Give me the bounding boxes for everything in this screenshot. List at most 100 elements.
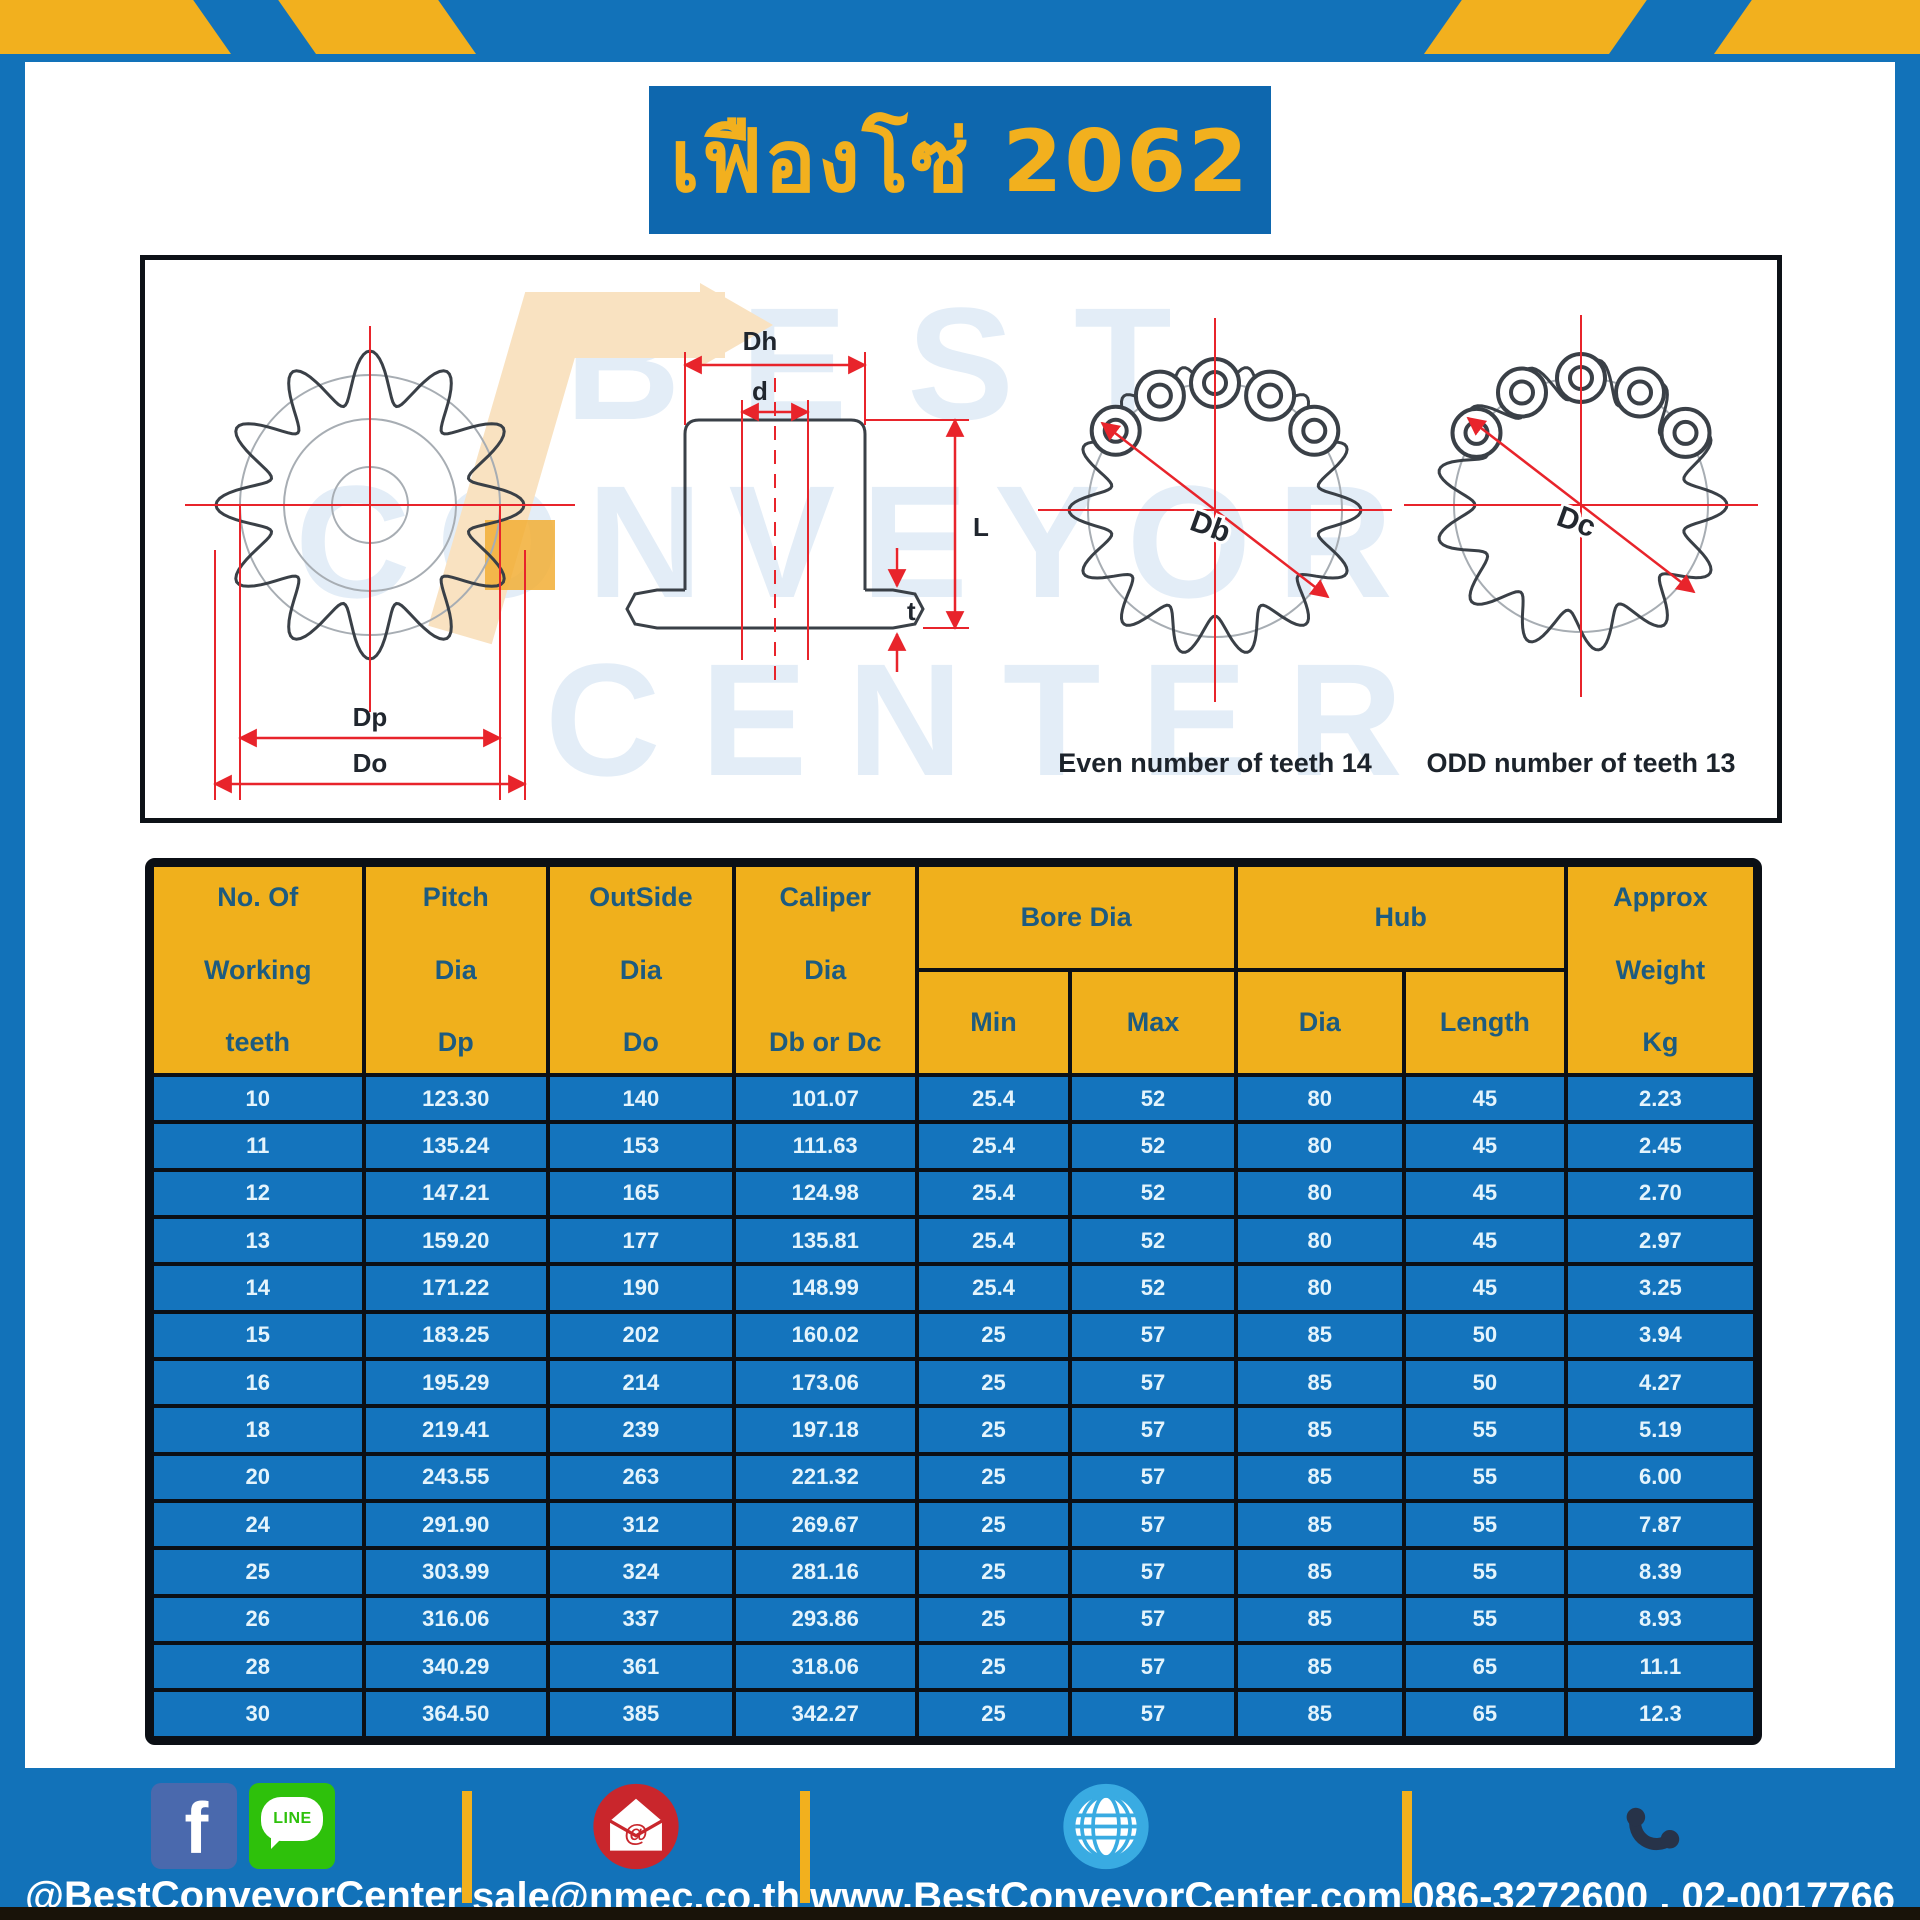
table-cell: 30 bbox=[150, 1688, 366, 1740]
table-cell: 25.4 bbox=[914, 1167, 1073, 1220]
table-cell: 177 bbox=[545, 1215, 736, 1267]
table-cell: 5.19 bbox=[1563, 1404, 1757, 1456]
table-row: 30 364.50 385 342.27 25 57 85 65 12.3 bbox=[150, 1688, 1757, 1740]
footer-divider bbox=[1402, 1791, 1413, 1903]
table-cell: 50 bbox=[1401, 1357, 1568, 1409]
table-cell: 28 bbox=[150, 1641, 366, 1693]
table-cell: 25.4 bbox=[914, 1120, 1073, 1172]
table-cell: 324 bbox=[545, 1546, 736, 1598]
table-cell: 25.4 bbox=[914, 1072, 1073, 1125]
table-cell: 8.39 bbox=[1563, 1546, 1757, 1598]
diagram-box: BEST CONVEYOR CENTER bbox=[140, 255, 1782, 823]
col-header-hub-length: Length bbox=[1401, 968, 1568, 1077]
table-cell: 50 bbox=[1401, 1309, 1568, 1362]
table-cell: 124.98 bbox=[731, 1167, 919, 1220]
footer-divider bbox=[461, 1791, 473, 1903]
table-cell: 57 bbox=[1068, 1641, 1238, 1693]
table-row: 25 303.99 324 281.16 25 57 85 55 8.39 bbox=[150, 1546, 1757, 1598]
table-cell: 45 bbox=[1401, 1167, 1568, 1220]
table-cell: 140 bbox=[545, 1072, 736, 1125]
table-cell: 25 bbox=[914, 1593, 1073, 1646]
table-cell: 55 bbox=[1401, 1546, 1568, 1598]
table-cell: 80 bbox=[1233, 1167, 1406, 1220]
footer-email-section: @ sale@nmec.co.th bbox=[472, 1782, 800, 1920]
table-cell: 45 bbox=[1401, 1215, 1568, 1267]
odd-caption: ODD number of teeth 13 bbox=[1426, 748, 1735, 778]
table-cell: 85 bbox=[1233, 1688, 1406, 1740]
table-cell: 85 bbox=[1233, 1641, 1406, 1693]
table-cell: 25.4 bbox=[914, 1215, 1073, 1267]
table-cell: 3.94 bbox=[1563, 1309, 1757, 1362]
table-cell: 173.06 bbox=[731, 1357, 919, 1409]
table-cell: 159.20 bbox=[361, 1215, 550, 1267]
table-cell: 85 bbox=[1233, 1499, 1406, 1551]
table-row: 14 171.22 190 148.99 25.4 52 80 45 3.25 bbox=[150, 1262, 1757, 1314]
table-cell: 148.99 bbox=[731, 1262, 919, 1314]
table-cell: 57 bbox=[1068, 1451, 1238, 1504]
table-row: 12 147.21 165 124.98 25.4 52 80 45 2.70 bbox=[150, 1167, 1757, 1220]
table-cell: 8.93 bbox=[1563, 1593, 1757, 1646]
table-cell: 15 bbox=[150, 1309, 366, 1362]
table-cell: 25 bbox=[914, 1451, 1073, 1504]
hub-length-label: L bbox=[973, 512, 989, 542]
table-cell: 57 bbox=[1068, 1688, 1238, 1740]
table-cell: 11 bbox=[150, 1120, 366, 1172]
table-cell: 25 bbox=[914, 1688, 1073, 1740]
table-cell: 214 bbox=[545, 1357, 736, 1409]
table-cell: 57 bbox=[1068, 1499, 1238, 1551]
table-cell: 2.23 bbox=[1563, 1072, 1757, 1125]
table-row: 28 340.29 361 318.06 25 57 85 65 11.1 bbox=[150, 1641, 1757, 1693]
globe-icon[interactable] bbox=[1060, 1782, 1152, 1871]
table-row: 16 195.29 214 173.06 25 57 85 50 4.27 bbox=[150, 1357, 1757, 1409]
table-row: 13 159.20 177 135.81 25.4 52 80 45 2.97 bbox=[150, 1215, 1757, 1267]
table-cell: 160.02 bbox=[731, 1309, 919, 1362]
table-cell: 85 bbox=[1233, 1309, 1406, 1362]
email-icon[interactable]: @ bbox=[590, 1782, 682, 1871]
table-cell: 25 bbox=[914, 1546, 1073, 1598]
hazard-stripe bbox=[1713, 0, 1920, 54]
sprocket-front-view: Dp Do bbox=[185, 326, 575, 800]
table-cell: 25 bbox=[914, 1404, 1073, 1456]
table-cell: 183.25 bbox=[361, 1309, 550, 1362]
table-cell: 4.27 bbox=[1563, 1357, 1757, 1409]
bore-dia-label: d bbox=[752, 376, 768, 406]
line-icon[interactable]: LINE bbox=[249, 1783, 336, 1869]
bottom-edge-strip bbox=[0, 1907, 1920, 1920]
table-cell: 361 bbox=[545, 1641, 736, 1693]
table-row: 24 291.90 312 269.67 25 57 85 55 7.87 bbox=[150, 1499, 1757, 1551]
col-header-bore-min: Min bbox=[914, 968, 1073, 1077]
table-cell: 197.18 bbox=[731, 1404, 919, 1456]
odd-caliper-label: Dc bbox=[1553, 500, 1600, 544]
table-cell: 80 bbox=[1233, 1120, 1406, 1172]
title-banner: เฟืองโซ่ 2062 bbox=[649, 86, 1271, 234]
table-cell: 171.22 bbox=[361, 1262, 550, 1314]
col-header-bore-max: Max bbox=[1068, 968, 1238, 1077]
table-cell: 12.3 bbox=[1563, 1688, 1757, 1740]
table-cell: 25 bbox=[914, 1499, 1073, 1551]
table-cell: 25 bbox=[914, 1357, 1073, 1409]
table-cell: 85 bbox=[1233, 1546, 1406, 1598]
table-cell: 55 bbox=[1401, 1404, 1568, 1456]
table-cell: 123.30 bbox=[361, 1072, 550, 1125]
table-cell: 24 bbox=[150, 1499, 366, 1551]
table-cell: 202 bbox=[545, 1309, 736, 1362]
table-cell: 25 bbox=[914, 1641, 1073, 1693]
table-row: 10 123.30 140 101.07 25.4 52 80 45 2.23 bbox=[150, 1072, 1757, 1125]
table-body: 10 123.30 140 101.07 25.4 52 80 45 2.23 11 135.24 1… bbox=[150, 1072, 1757, 1740]
table-cell: 16 bbox=[150, 1357, 366, 1409]
table-cell: 55 bbox=[1401, 1593, 1568, 1646]
sprocket-drawings: Dp Do Dh d L bbox=[185, 315, 1758, 800]
table-row: 18 219.41 239 197.18 25 57 85 55 5.19 bbox=[150, 1404, 1757, 1456]
table-cell: 85 bbox=[1233, 1357, 1406, 1409]
table-cell: 25.4 bbox=[914, 1262, 1073, 1314]
table-cell: 57 bbox=[1068, 1309, 1238, 1362]
phone-icon[interactable] bbox=[1608, 1782, 1700, 1871]
table-cell: 10 bbox=[150, 1072, 366, 1125]
facebook-icon[interactable]: f bbox=[151, 1783, 238, 1869]
table-cell: 153 bbox=[545, 1120, 736, 1172]
table-cell: 243.55 bbox=[361, 1451, 550, 1504]
footer-website-section: www.BestConveyorCenter.com bbox=[810, 1782, 1402, 1920]
table-cell: 7.87 bbox=[1563, 1499, 1757, 1551]
table-row: 20 243.55 263 221.32 25 57 85 55 6.00 bbox=[150, 1451, 1757, 1504]
